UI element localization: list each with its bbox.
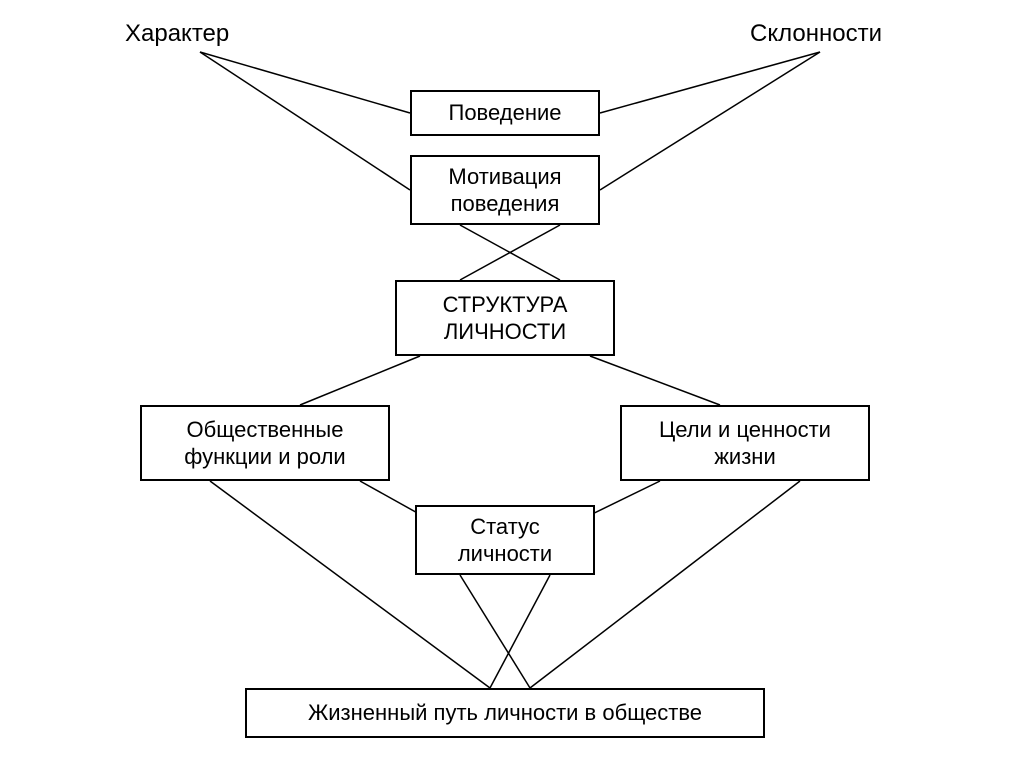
label-tendencies: Склонности [750,20,882,48]
node-life-path: Жизненный путь личности в обществе [245,688,765,738]
node-motivation: Мотивация поведения [410,155,600,225]
node-social-roles: Общественные функции и роли [140,405,390,481]
node-behavior: Поведение [410,90,600,136]
node-goals-values: Цели и ценности жизни [620,405,870,481]
node-status: Статус личности [415,505,595,575]
node-structure: СТРУКТУРА ЛИЧНОСТИ [395,280,615,356]
label-character: Характер [125,20,229,48]
